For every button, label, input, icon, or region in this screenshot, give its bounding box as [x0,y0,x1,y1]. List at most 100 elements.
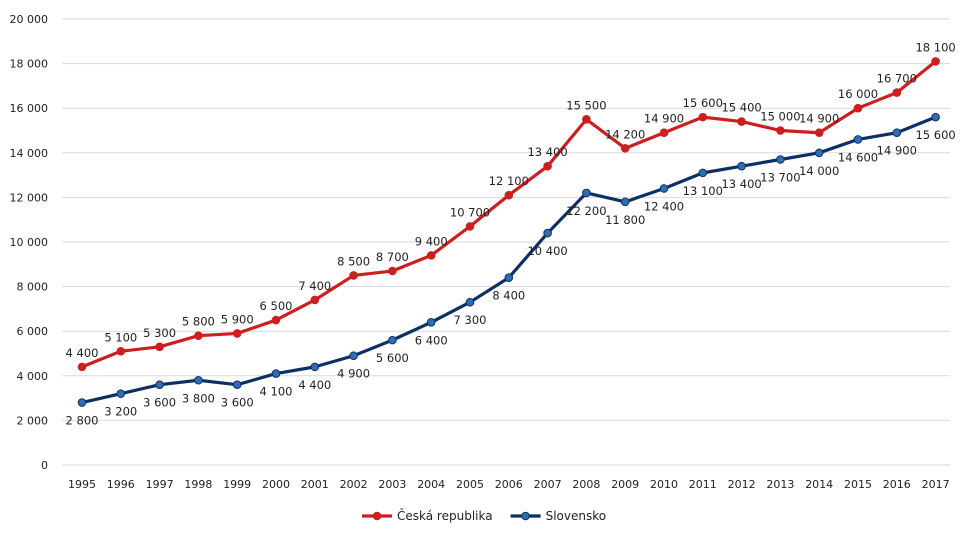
x-tick-label: 2010 [650,478,678,491]
data-label: 9 400 [415,234,448,248]
x-tick-label: 2007 [534,478,562,491]
legend-marker [521,511,530,521]
data-label: 5 900 [221,312,254,326]
data-point [931,57,940,66]
x-tick-label: 2015 [844,478,872,491]
data-point [232,380,242,390]
legend-label: Slovensko [546,509,607,523]
data-label: 12 400 [644,199,684,213]
x-tick-label: 2009 [611,478,639,491]
data-point [853,103,863,113]
data-point [271,369,281,378]
x-tick-label: 2016 [883,478,911,491]
data-label: 14 900 [644,112,684,126]
y-tick-label: 6 000 [17,325,49,338]
y-tick-label: 8 000 [17,281,49,294]
data-label: 18 100 [915,40,955,54]
data-point [310,362,320,372]
data-label: 14 600 [838,150,878,164]
data-label: 5 800 [182,315,215,329]
data-label: 8 400 [492,289,525,303]
x-tick-label: 2002 [340,478,368,491]
data-point [426,317,436,327]
data-point [698,168,708,178]
data-label: 5 300 [143,326,176,340]
data-label: 8 500 [337,254,370,268]
data-point [194,331,203,340]
data-label: 16 000 [838,87,878,101]
data-label: 4 900 [337,367,370,381]
x-tick-label: 2005 [456,478,484,491]
data-point [853,135,863,144]
data-point [77,398,87,407]
series [77,57,940,407]
y-tick-label: 16 000 [10,102,49,115]
data-label: 3 600 [143,396,176,410]
x-tick-label: 2008 [572,478,600,491]
y-tick-label: 0 [41,459,48,472]
data-label: 5 100 [104,330,137,344]
data-label: 7 400 [298,279,331,293]
data-labels: 4 400 5 100 5 300 5 800 5 900 6 500 7 400 8 500… [66,40,956,427]
data-label: 16 700 [877,72,917,86]
y-tick-label: 20 000 [10,13,49,26]
data-point [543,161,552,171]
data-point [892,88,902,97]
data-point [892,128,902,138]
data-label: 7 300 [454,313,487,327]
data-label: 3 800 [182,391,215,405]
y-tick-label: 14 000 [10,147,49,160]
data-label: 6 500 [260,299,293,313]
data-label: 12 100 [489,174,529,188]
data-point [232,329,242,338]
data-point [698,112,708,122]
data-label: 14 000 [799,164,839,178]
data-point [194,375,203,385]
data-point [271,315,281,325]
data-label: 15 000 [760,110,800,124]
data-point [659,184,669,193]
data-label: 14 900 [877,144,917,158]
data-label: 11 800 [605,213,645,227]
data-point [465,222,475,231]
legend-item-0: Česká republika [362,508,493,523]
data-point [620,197,630,207]
x-tick-label: 1995 [68,478,96,491]
data-point [659,128,669,138]
data-point [77,362,87,372]
data-point [814,128,824,138]
data-point [388,266,397,276]
data-label: 5 600 [376,351,409,365]
data-label: 14 200 [605,127,645,141]
data-label: 13 700 [760,170,800,184]
data-point [776,126,785,135]
data-label: 13 400 [721,177,761,191]
x-axis-ticks: 1995 1996 1997 1998 1999 2000 2001 2002 2003 2004… [68,478,950,491]
data-label: 3 200 [104,405,137,419]
data-label: 8 700 [376,250,409,264]
y-tick-label: 12 000 [10,191,49,204]
data-label: 6 400 [415,333,448,347]
data-point [814,148,824,158]
x-tick-label: 2000 [262,478,290,491]
data-point [349,271,358,280]
data-point [349,351,358,361]
series-line-1 [81,115,937,405]
data-point [116,346,126,356]
data-point [543,228,552,238]
y-tick-label: 2 000 [17,414,49,427]
data-label: 15 600 [915,128,955,142]
data-point [310,295,320,305]
data-label: 4 400 [298,378,331,392]
data-point [388,335,397,345]
data-point [737,117,746,126]
data-label: 10 400 [527,244,567,258]
legend-label: Česká republika [397,508,493,523]
data-label: 13 100 [683,184,723,198]
legend-marker [372,511,382,521]
data-point [931,112,940,122]
data-label: 15 400 [721,101,761,115]
x-tick-label: 2017 [922,478,950,491]
data-label: 10 700 [450,205,490,219]
